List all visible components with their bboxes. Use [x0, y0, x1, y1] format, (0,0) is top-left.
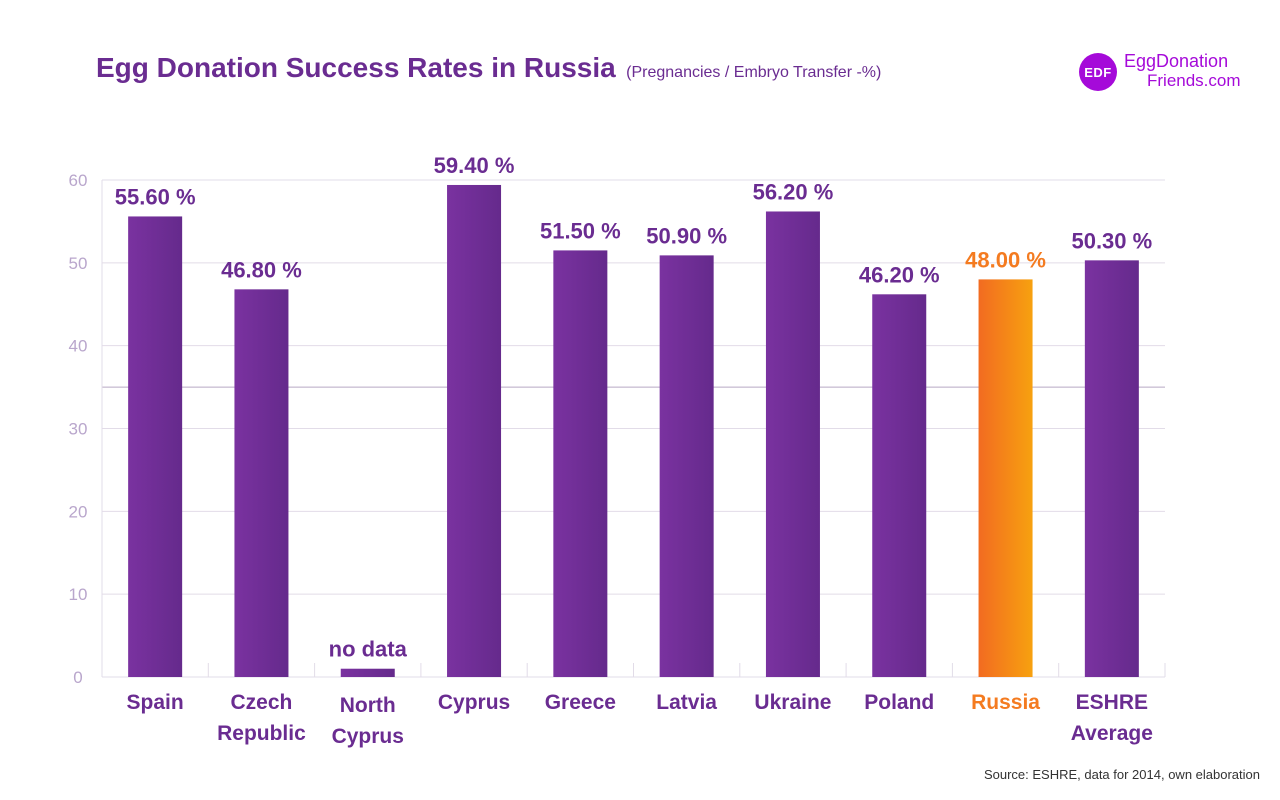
y-tick-label: 10 [69, 585, 88, 604]
source-note: Source: ESHRE, data for 2014, own elabor… [983, 767, 1260, 782]
bar [659, 255, 714, 677]
value-label: 50.30 % [1071, 228, 1152, 253]
category-label: Czech [231, 691, 293, 714]
bar [447, 184, 502, 677]
bar [1084, 260, 1139, 677]
y-tick-label: 20 [69, 502, 88, 521]
bar [978, 279, 1033, 677]
y-tick-label: 30 [69, 420, 88, 439]
brand-logo: EDF EggDonation Friends.com [1079, 50, 1279, 94]
value-label: 59.40 % [434, 153, 515, 178]
category-label: North [340, 694, 396, 717]
value-label: 46.80 % [221, 257, 302, 282]
y-tick-label: 0 [73, 668, 82, 687]
bar [872, 294, 927, 677]
bar [128, 216, 183, 678]
category-label: Poland [864, 691, 934, 714]
brand-name-line1: EggDonation [1124, 51, 1229, 71]
y-tick-label: 60 [69, 171, 88, 190]
category-label: Republic [217, 722, 306, 745]
bar [234, 289, 289, 677]
category-label: Ukraine [754, 691, 831, 714]
value-label: 55.60 % [115, 184, 196, 209]
category-label: Cyprus [438, 691, 510, 714]
category-label: Russia [971, 691, 1040, 714]
category-label: Greece [545, 691, 616, 714]
brand-badge: EDF [1079, 53, 1117, 91]
bar [340, 668, 395, 677]
value-label: 48.00 % [965, 247, 1046, 272]
brand-name-line2: Friends.com [1147, 71, 1241, 90]
bar [553, 250, 608, 678]
category-label: Latvia [656, 691, 717, 714]
category-label: Average [1071, 722, 1153, 745]
value-label: 56.20 % [753, 179, 834, 204]
category-label: Spain [127, 691, 184, 714]
category-label: ESHRE [1076, 691, 1148, 714]
chart-subtitle: (Pregnancies / Embryo Transfer -%) [626, 64, 882, 81]
value-label: 51.50 % [540, 218, 621, 243]
chart-header: Egg Donation Success Rates in Russia (Pr… [96, 52, 881, 84]
value-label: 46.20 % [859, 262, 940, 287]
value-label: no data [329, 637, 408, 662]
y-tick-label: 50 [69, 254, 88, 273]
category-label: Cyprus [332, 725, 404, 748]
chart-title: Egg Donation Success Rates in Russia [96, 52, 616, 83]
y-tick-label: 40 [69, 337, 88, 356]
bar [765, 211, 820, 677]
value-label: 50.90 % [646, 223, 727, 248]
